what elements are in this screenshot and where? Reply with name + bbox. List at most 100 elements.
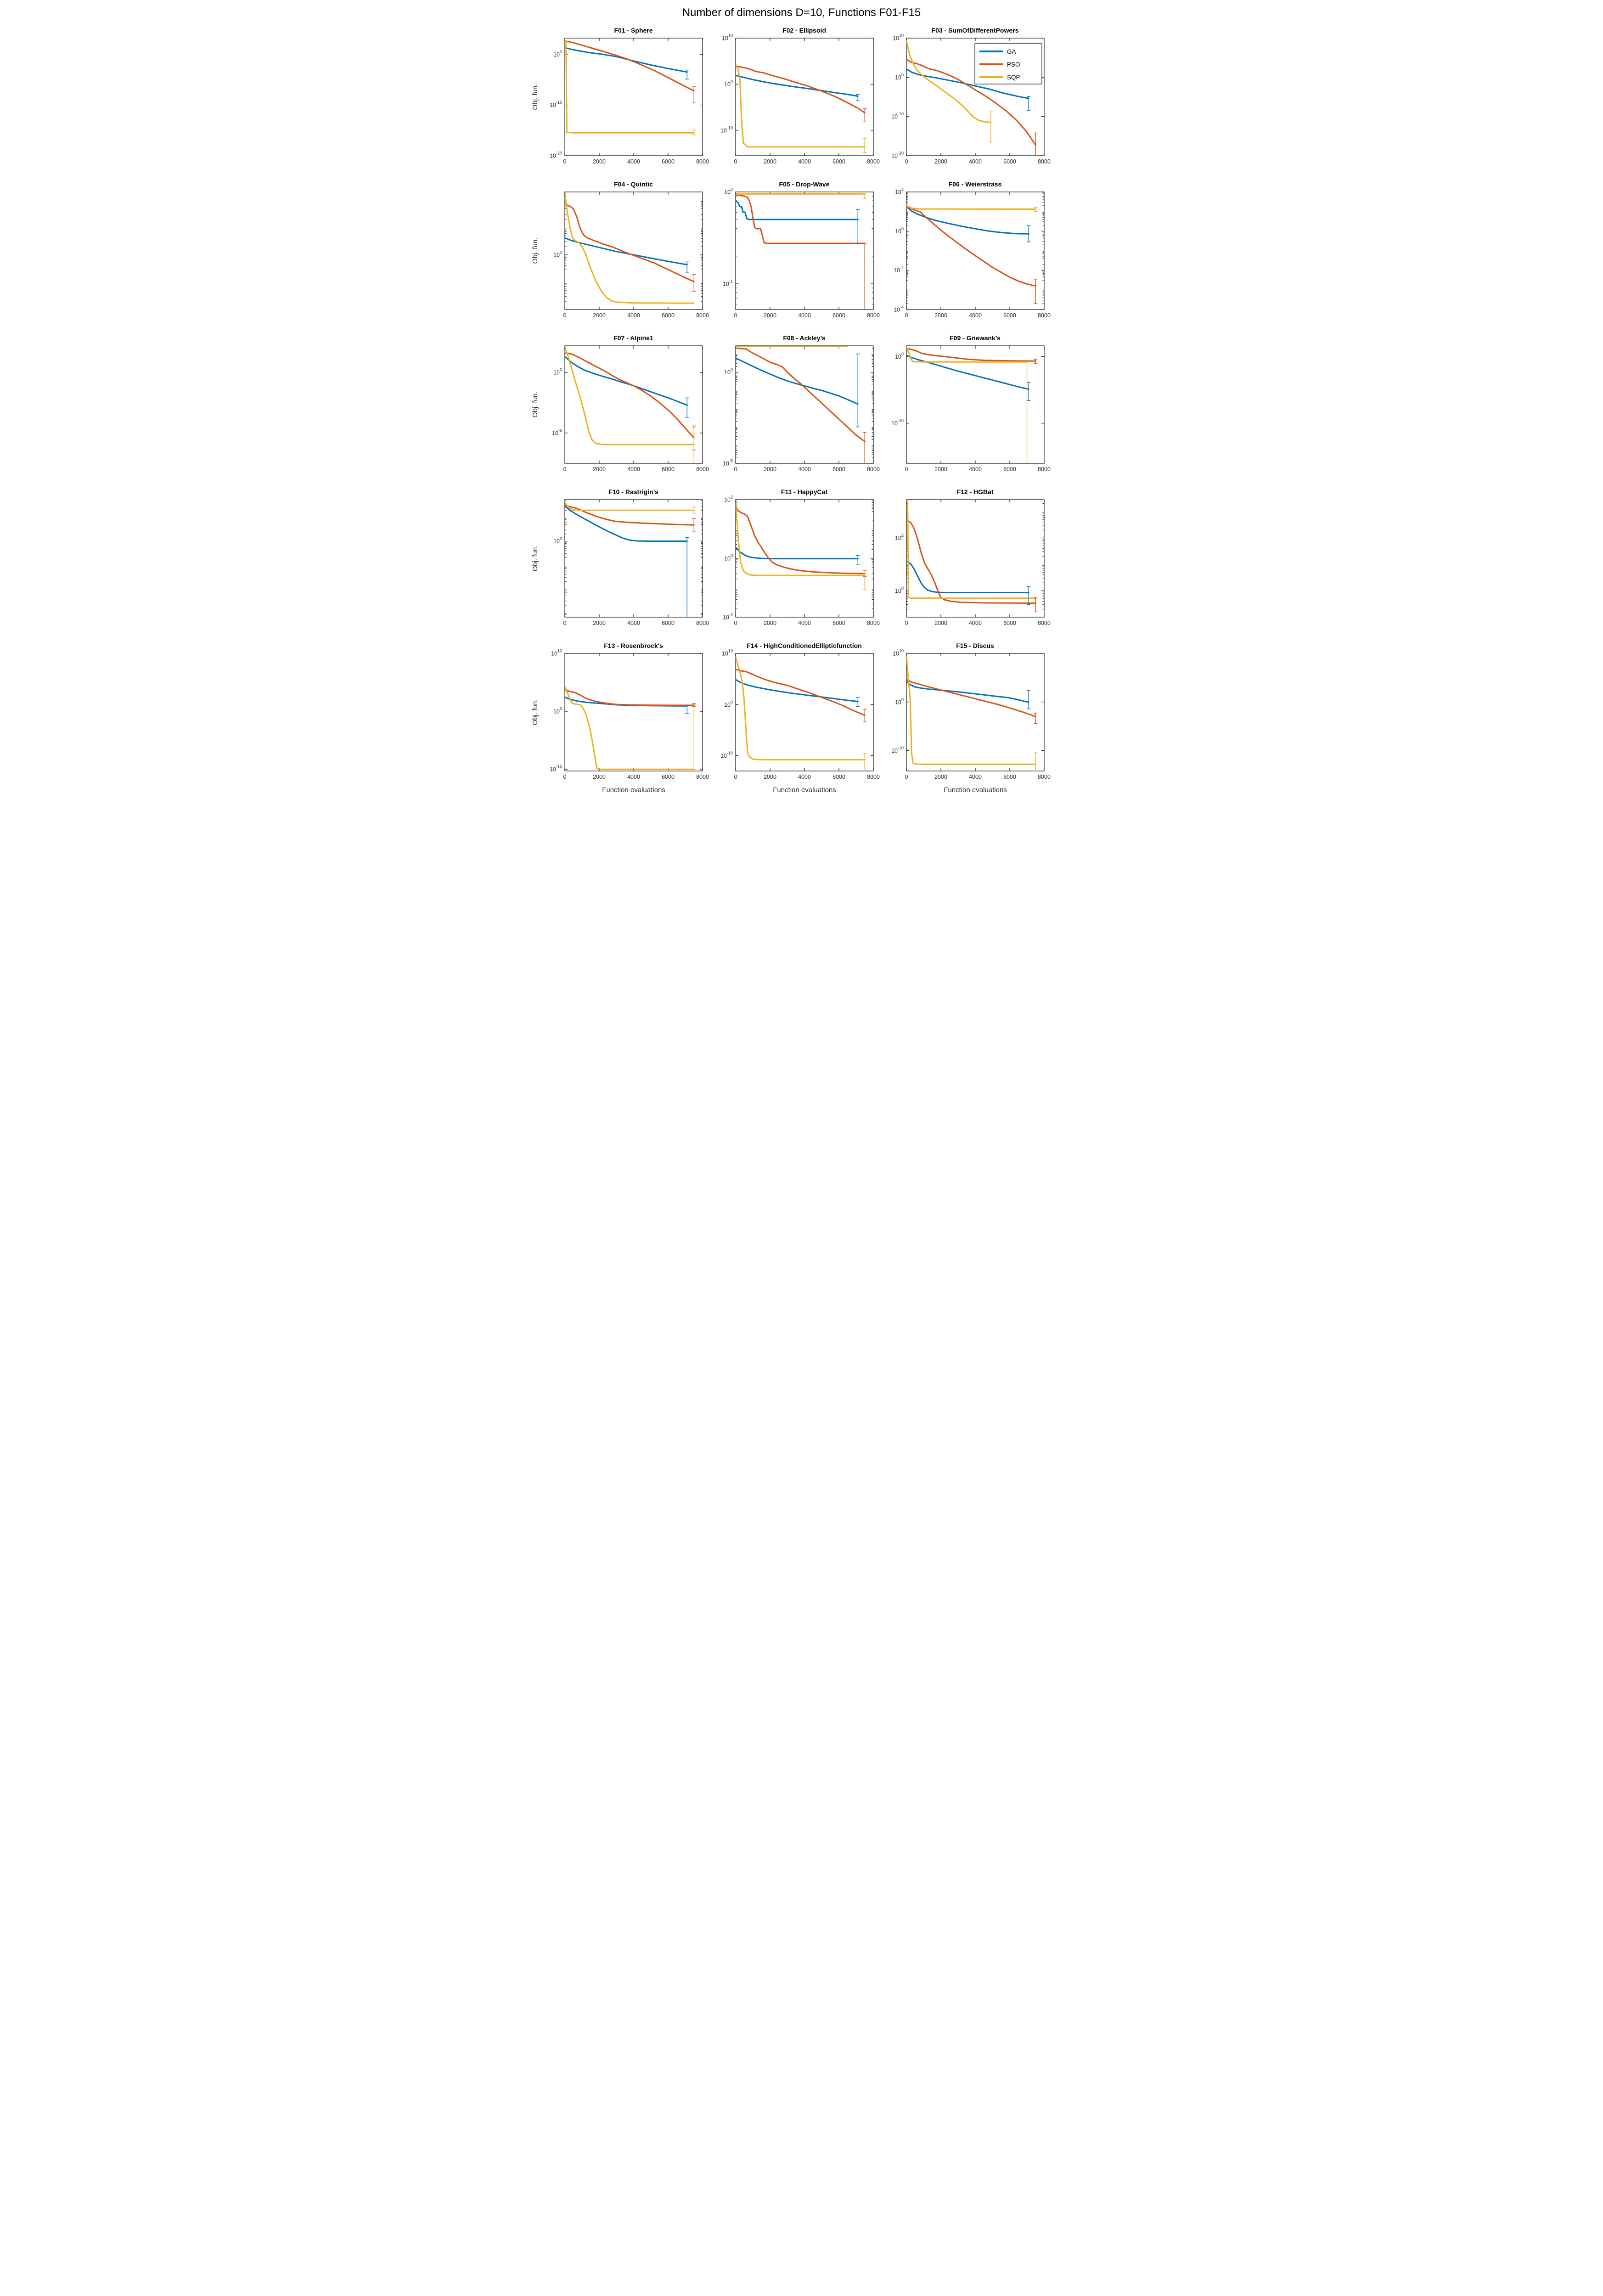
chart-title: F10 - Rastrigin’s [608, 488, 658, 495]
chart-title: F14 - HighConditionedEllipticfunction [747, 642, 862, 649]
series-line-pso [906, 58, 1036, 146]
series-line-pso [735, 194, 866, 244]
chart-cell: F10 - Rastrigin’s 0 2000 4000 6000 8000 100 Obj… [531, 488, 709, 634]
series-line-ga [906, 680, 1029, 703]
chart-cell: F01 - Sphere 0 2000 4000 6000 8000 100 10-10 10-… [531, 27, 709, 172]
x-tick-label: 2000 [764, 620, 776, 626]
series-line-sqp [564, 686, 695, 770]
chart-title: F06 - Weierstrass [948, 180, 1002, 188]
x-tick-label: 0 [563, 774, 566, 780]
series-line-ga [906, 355, 1029, 390]
x-tick-label: 8000 [867, 158, 880, 165]
x-tick-label: 6000 [832, 312, 845, 319]
x-axis-label: Function evaluations [602, 786, 665, 794]
series-line-pso [735, 347, 866, 442]
x-tick-label: 8000 [696, 774, 709, 780]
y-tick-label: 102 [895, 533, 904, 541]
y-tick-label: 100 [724, 187, 733, 196]
chart-plot: 0 2000 4000 6000 8000 1010 100 10-10 Function ev… [720, 649, 880, 794]
series-line-sqp [735, 63, 866, 148]
series-line-ga [564, 505, 688, 542]
chart-cell: F04 - Quintic 0 2000 4000 6000 8000 100 Obj. fu… [531, 180, 709, 326]
errorbar-ga [855, 697, 860, 707]
series-line-ga [564, 237, 688, 265]
plot-box [906, 499, 1045, 618]
x-tick-label: 4000 [969, 620, 982, 626]
y-tick-label: 10-10 [891, 418, 904, 427]
chart-plot: 0 2000 4000 6000 8000 102 100 10-2 10-4 [894, 187, 1051, 319]
x-tick-label: 6000 [1003, 312, 1016, 319]
y-tick-label: 100 [553, 536, 562, 545]
errorbar-pso [862, 709, 866, 722]
errorbar-ga [1026, 690, 1030, 709]
x-tick-label: 8000 [696, 466, 709, 473]
x-tick-label: 6000 [662, 158, 675, 165]
y-tick-label: 1010 [893, 34, 904, 42]
plot-box [735, 345, 874, 464]
series-line-sqp [564, 192, 695, 304]
x-tick-label: 2000 [934, 774, 947, 780]
x-tick-label: 8000 [696, 158, 709, 165]
chart-plot: 0 2000 4000 6000 8000 100 Obj. fun. [531, 499, 709, 626]
x-tick-label: 0 [563, 312, 566, 319]
series-line-ga [564, 47, 688, 73]
x-tick-label: 4000 [798, 312, 811, 319]
x-tick-label: 6000 [662, 312, 675, 319]
chart-plot: 0 2000 4000 6000 8000 1010 100 10-10 Function ev… [891, 649, 1051, 794]
errorbar-pso [692, 274, 696, 293]
x-tick-label: 6000 [1003, 620, 1016, 626]
series-line-pso [564, 352, 695, 439]
series-line-pso [564, 40, 695, 92]
legend-label: GA [1007, 48, 1016, 55]
series-line-sqp [564, 502, 695, 511]
series-line-ga [735, 357, 859, 405]
y-axis-label: Obj. fun. [531, 546, 539, 572]
series-line-sqp [735, 656, 866, 760]
errorbar-ga [855, 555, 860, 565]
x-axis-label: Function evaluations [944, 786, 1007, 794]
x-tick-label: 4000 [798, 158, 811, 165]
chart-plot: 0 2000 4000 6000 8000 100 10-5 Obj. fun. [531, 345, 709, 473]
x-tick-label: 4000 [627, 466, 640, 473]
errorbar-sqp [692, 129, 696, 135]
x-tick-label: 4000 [969, 774, 982, 780]
x-tick-label: 0 [563, 158, 566, 165]
x-tick-label: 4000 [798, 620, 811, 626]
plot-box [735, 38, 874, 156]
chart-title: F05 - Drop-Wave [779, 180, 830, 188]
x-tick-label: 4000 [969, 466, 982, 473]
x-tick-label: 2000 [934, 620, 947, 626]
errorbar-ga [685, 537, 689, 617]
chart-cell: F13 - Rosenbrock's 0 2000 4000 6000 8000 1010 1… [531, 642, 709, 797]
x-axis-label: Function evaluations [773, 786, 836, 794]
chart-plot: 0 2000 4000 6000 8000 100 Obj. fun. [531, 191, 709, 319]
x-tick-label: 4000 [969, 312, 982, 319]
chart-plot: 0 2000 4000 6000 8000 100 10-5 [723, 345, 879, 473]
series-line-sqp [735, 501, 866, 576]
series-line-sqp [906, 347, 1028, 363]
errorbar-pso [692, 518, 696, 532]
x-tick-label: 6000 [1003, 158, 1016, 165]
plot-box [564, 38, 703, 156]
x-tick-label: 6000 [832, 620, 845, 626]
series-line-pso [906, 519, 1036, 604]
errorbar-sqp [862, 570, 866, 590]
y-axis-label: Obj. fun. [531, 238, 539, 264]
y-tick-label: 10-10 [720, 125, 733, 134]
x-tick-label: 4000 [627, 158, 640, 165]
x-tick-label: 8000 [867, 312, 880, 319]
chart-title: F11 - HappyCat [781, 488, 828, 495]
plot-box [735, 653, 874, 771]
chart-title: F09 - Griewank’s [950, 334, 1001, 342]
chart-title: F12 - HGBat [956, 488, 994, 495]
chart-plot: 0 2000 4000 6000 8000 100 10-10 [891, 345, 1050, 473]
plot-box [906, 345, 1045, 464]
x-tick-label: 6000 [832, 158, 845, 165]
x-tick-label: 8000 [1038, 620, 1051, 626]
chart-cell: F11 - HappyCat 0 2000 4000 6000 8000 102 100 10-… [713, 488, 880, 634]
errorbar-sqp [692, 704, 696, 770]
y-tick-label: 10-10 [891, 746, 904, 754]
chart-title: F02 - Ellipsoid [782, 27, 826, 34]
chart-plot: 0 2000 4000 6000 8000 100 10-10 10-20 Obj. fun. [531, 38, 709, 165]
x-tick-label: 8000 [696, 620, 709, 626]
